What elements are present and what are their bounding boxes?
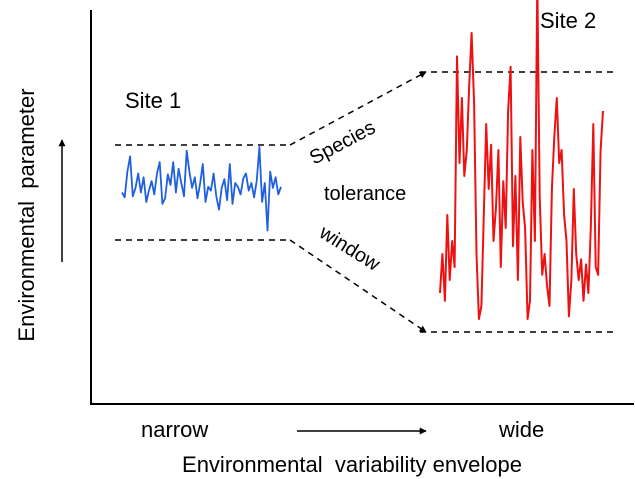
x-axis-title: Environmental variability envelope [182, 452, 522, 477]
y-axis-title: Environmental parameter [14, 88, 39, 341]
wide-label: wide [498, 417, 544, 442]
tolerance-label: tolerance [324, 183, 406, 205]
upper-expansion-arrow [289, 71, 427, 146]
site1-series-line [121, 145, 282, 232]
window-label: window [315, 221, 385, 276]
narrow-label: narrow [141, 417, 208, 442]
site2-label: Site 2 [540, 8, 596, 33]
lower-expansion-arrow [289, 239, 427, 333]
species-label: Species [306, 117, 379, 170]
site1-label: Site 1 [125, 88, 181, 113]
site2-series-line [439, 0, 604, 320]
